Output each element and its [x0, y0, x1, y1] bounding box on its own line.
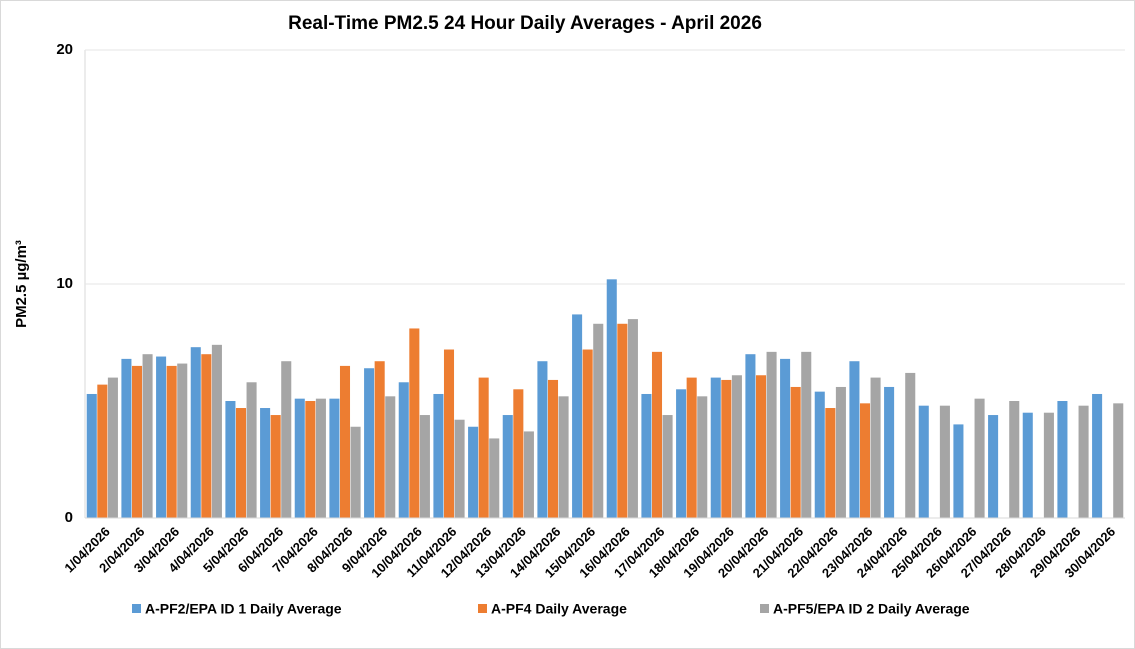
- bar: [270, 415, 281, 518]
- bar: [468, 426, 479, 518]
- bar: [537, 361, 548, 518]
- bar: [572, 314, 583, 518]
- bar: [502, 415, 513, 518]
- bar: [201, 354, 212, 518]
- bar: [1009, 401, 1020, 518]
- legend-label: A-PF4 Daily Average: [491, 601, 627, 617]
- bar: [246, 382, 257, 518]
- legend-label: A-PF5/EPA ID 2 Daily Average: [773, 601, 970, 617]
- bar: [1092, 393, 1103, 518]
- bar: [627, 319, 638, 518]
- bar: [211, 344, 222, 518]
- bar: [697, 396, 708, 518]
- bar: [974, 398, 985, 518]
- bar: [329, 398, 340, 518]
- bar: [166, 365, 177, 518]
- bar: [294, 398, 305, 518]
- y-tick-label: 10: [56, 275, 73, 292]
- bar: [398, 382, 409, 518]
- bar: [97, 384, 108, 518]
- bar: [305, 401, 316, 518]
- bar: [870, 377, 881, 518]
- bar: [825, 408, 836, 518]
- bar: [385, 396, 396, 518]
- bar: [939, 405, 950, 518]
- bar: [801, 351, 812, 518]
- bar: [780, 358, 791, 518]
- bar: [374, 361, 385, 518]
- bar: [513, 389, 524, 518]
- chart-title: Real-Time PM2.5 24 Hour Daily Averages -…: [288, 13, 762, 34]
- bar: [721, 379, 732, 518]
- bar: [489, 438, 500, 518]
- bar: [454, 419, 465, 518]
- bar: [339, 365, 351, 518]
- bar: [86, 393, 97, 518]
- bar: [790, 386, 801, 518]
- bar: [547, 379, 559, 518]
- bar: [731, 375, 742, 518]
- bar: [156, 356, 167, 518]
- bar: [835, 386, 846, 518]
- bar: [260, 408, 271, 518]
- bar: [177, 363, 188, 518]
- bar: [364, 368, 375, 518]
- y-axis-label: PM2.5 µg/m³: [13, 240, 30, 328]
- bar: [350, 426, 361, 518]
- legend-swatch: [760, 604, 769, 613]
- bar: [121, 358, 132, 518]
- bar: [131, 365, 143, 518]
- bar: [419, 415, 430, 518]
- bar: [225, 401, 236, 518]
- bar: [662, 415, 673, 518]
- bar: [409, 328, 420, 518]
- y-tick-label: 20: [56, 41, 73, 58]
- legend-swatch: [132, 604, 141, 613]
- bar: [918, 405, 929, 518]
- bar: [745, 354, 756, 518]
- bar: [190, 347, 201, 518]
- bar: [593, 323, 604, 518]
- legend-swatch: [478, 604, 487, 613]
- bar: [1043, 412, 1054, 518]
- bar: [953, 424, 964, 518]
- bar: [988, 415, 999, 518]
- bar: [755, 375, 767, 518]
- bar: [905, 372, 916, 518]
- bar: [433, 393, 444, 518]
- bar: [281, 361, 292, 518]
- bar: [443, 349, 455, 518]
- bar: [235, 408, 247, 518]
- y-tick-label: 0: [65, 509, 73, 526]
- bar: [884, 386, 895, 518]
- bar: [641, 393, 652, 518]
- bar: [1022, 412, 1033, 518]
- bar: [1057, 401, 1068, 518]
- bar: [1078, 405, 1089, 518]
- bar: [523, 431, 534, 518]
- bar: [766, 351, 777, 518]
- bar: [142, 354, 153, 518]
- bar: [814, 391, 825, 518]
- bar: [710, 377, 721, 518]
- bar: [849, 361, 860, 518]
- bar: [686, 377, 697, 518]
- bar: [651, 351, 663, 518]
- bar: [617, 323, 628, 518]
- bar: [1113, 403, 1124, 518]
- bar: [676, 389, 687, 518]
- bar: [582, 349, 593, 518]
- legend-label: A-PF2/EPA ID 1 Daily Average: [145, 601, 342, 617]
- bar: [315, 398, 326, 518]
- bar: [606, 279, 617, 518]
- bar: [558, 396, 569, 518]
- bar: [859, 403, 871, 518]
- bar: [107, 377, 118, 518]
- bar: [478, 377, 489, 518]
